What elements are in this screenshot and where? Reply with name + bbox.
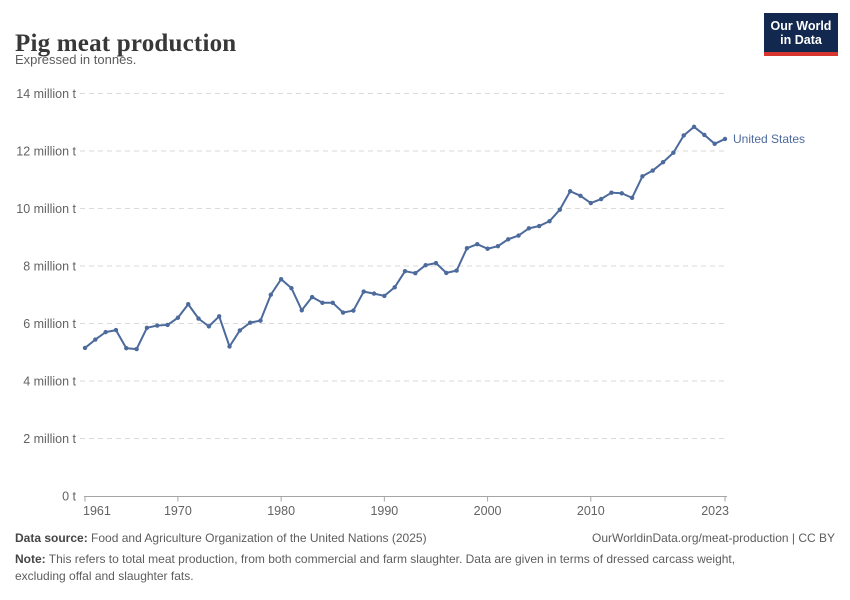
data-point bbox=[444, 270, 449, 276]
data-point bbox=[588, 200, 594, 206]
data-point bbox=[93, 337, 98, 342]
data-point bbox=[691, 124, 697, 130]
data-point bbox=[289, 285, 294, 291]
x-axis-tick-label: 2000 bbox=[474, 504, 502, 518]
data-point bbox=[196, 316, 201, 321]
x-axis-tick-label: 1980 bbox=[267, 504, 295, 518]
data-point bbox=[206, 324, 212, 329]
series-label-united-states[interactable]: United States bbox=[733, 131, 806, 146]
data-point bbox=[640, 174, 645, 179]
data-point bbox=[660, 160, 666, 165]
data-point bbox=[113, 327, 119, 333]
data-point bbox=[506, 237, 511, 242]
data-point bbox=[186, 302, 191, 307]
data-point bbox=[433, 260, 439, 266]
x-axis-tick-label: 2023 bbox=[701, 504, 729, 518]
y-axis-tick-label: 8 million t bbox=[23, 260, 76, 274]
data-source-text: Data source: Food and Agriculture Organi… bbox=[15, 530, 427, 547]
data-point bbox=[392, 285, 397, 290]
data-point bbox=[702, 132, 707, 138]
footer: Data source: Food and Agriculture Organi… bbox=[15, 530, 835, 585]
x-axis-tick-label: 1961 bbox=[83, 504, 111, 518]
data-point bbox=[382, 293, 387, 299]
data-point bbox=[402, 268, 408, 274]
line-chart: 0 t 2 million t 4 million t 6 million t 8 mi… bbox=[16, 87, 729, 518]
footer-source-row: Data source: Food and Agriculture Organi… bbox=[15, 530, 835, 547]
data-point bbox=[557, 207, 563, 212]
data-point bbox=[598, 196, 604, 202]
data-point bbox=[216, 314, 222, 319]
owid-citation-link[interactable]: OurWorldinData.org/meat-production | CC … bbox=[592, 531, 835, 545]
note-line-2: excluding offal and slaughter fats. bbox=[15, 569, 194, 583]
data-point bbox=[278, 277, 284, 282]
data-point bbox=[516, 233, 521, 238]
data-point bbox=[547, 218, 552, 224]
data-point bbox=[475, 241, 480, 247]
data-point bbox=[578, 193, 583, 199]
y-axis-tick-label: 4 million t bbox=[23, 375, 76, 389]
data-point bbox=[82, 345, 88, 351]
data-point bbox=[361, 289, 366, 294]
x-axis-tick-label: 2010 bbox=[577, 504, 605, 518]
logo-red-bar bbox=[764, 52, 838, 56]
data-point bbox=[227, 344, 232, 349]
note-label: Note: bbox=[15, 552, 46, 566]
data-point bbox=[464, 245, 470, 251]
y-axis-tick-label: 14 million t bbox=[16, 87, 76, 101]
y-axis-tick-label: 10 million t bbox=[16, 202, 76, 216]
logo-line-2: in Data bbox=[780, 32, 822, 47]
x-axis-tick-label: 1990 bbox=[370, 504, 398, 518]
data-point bbox=[712, 141, 717, 147]
page-subtitle: Expressed in tonnes. bbox=[15, 52, 137, 67]
data-point bbox=[103, 329, 108, 335]
data-point bbox=[340, 310, 346, 315]
data-point bbox=[671, 150, 676, 155]
data-point bbox=[144, 325, 150, 331]
y-axis-tick-label: 12 million t bbox=[16, 145, 76, 159]
data-point bbox=[371, 291, 377, 296]
data-point bbox=[299, 308, 304, 313]
data-point bbox=[413, 270, 418, 276]
data-point bbox=[681, 133, 686, 138]
data-point bbox=[619, 191, 624, 196]
data-point bbox=[330, 300, 335, 305]
y-axis-tick-label: 0 t bbox=[62, 490, 76, 504]
data-point bbox=[609, 190, 614, 195]
page-title: Pig meat production bbox=[15, 29, 237, 57]
data-point bbox=[423, 262, 428, 268]
data-point bbox=[175, 315, 181, 320]
data-point bbox=[309, 294, 315, 300]
data-point bbox=[247, 320, 253, 325]
data-point bbox=[237, 328, 243, 333]
data-point bbox=[722, 136, 728, 142]
data-point bbox=[155, 323, 160, 328]
data-point bbox=[650, 168, 655, 173]
data-source-value: Food and Agriculture Organization of the… bbox=[91, 531, 427, 545]
data-point bbox=[351, 308, 356, 313]
data-point bbox=[485, 246, 490, 251]
y-axis-tick-label: 2 million t bbox=[23, 432, 76, 446]
data-point bbox=[536, 223, 542, 229]
y-axis-tick-label: 6 million t bbox=[23, 317, 76, 331]
x-axis-tick-label: 1970 bbox=[164, 504, 192, 518]
data-point bbox=[124, 346, 129, 351]
note-line-1: This refers to total meat production, fr… bbox=[48, 552, 736, 566]
data-point bbox=[629, 195, 635, 201]
data-point bbox=[320, 300, 325, 305]
data-point bbox=[134, 346, 139, 352]
data-source-label: Data source: bbox=[15, 531, 88, 545]
data-point bbox=[567, 189, 573, 194]
data-point bbox=[258, 318, 263, 323]
owid-logo[interactable]: Our World in Data bbox=[764, 13, 838, 56]
data-point bbox=[165, 322, 170, 328]
data-point bbox=[495, 243, 501, 249]
data-point bbox=[454, 268, 459, 273]
logo-line-1: Our World bbox=[770, 18, 832, 33]
data-line bbox=[84, 125, 726, 351]
data-point bbox=[268, 292, 274, 297]
footer-note: Note: This refers to total meat producti… bbox=[15, 551, 835, 585]
data-point bbox=[526, 226, 532, 231]
